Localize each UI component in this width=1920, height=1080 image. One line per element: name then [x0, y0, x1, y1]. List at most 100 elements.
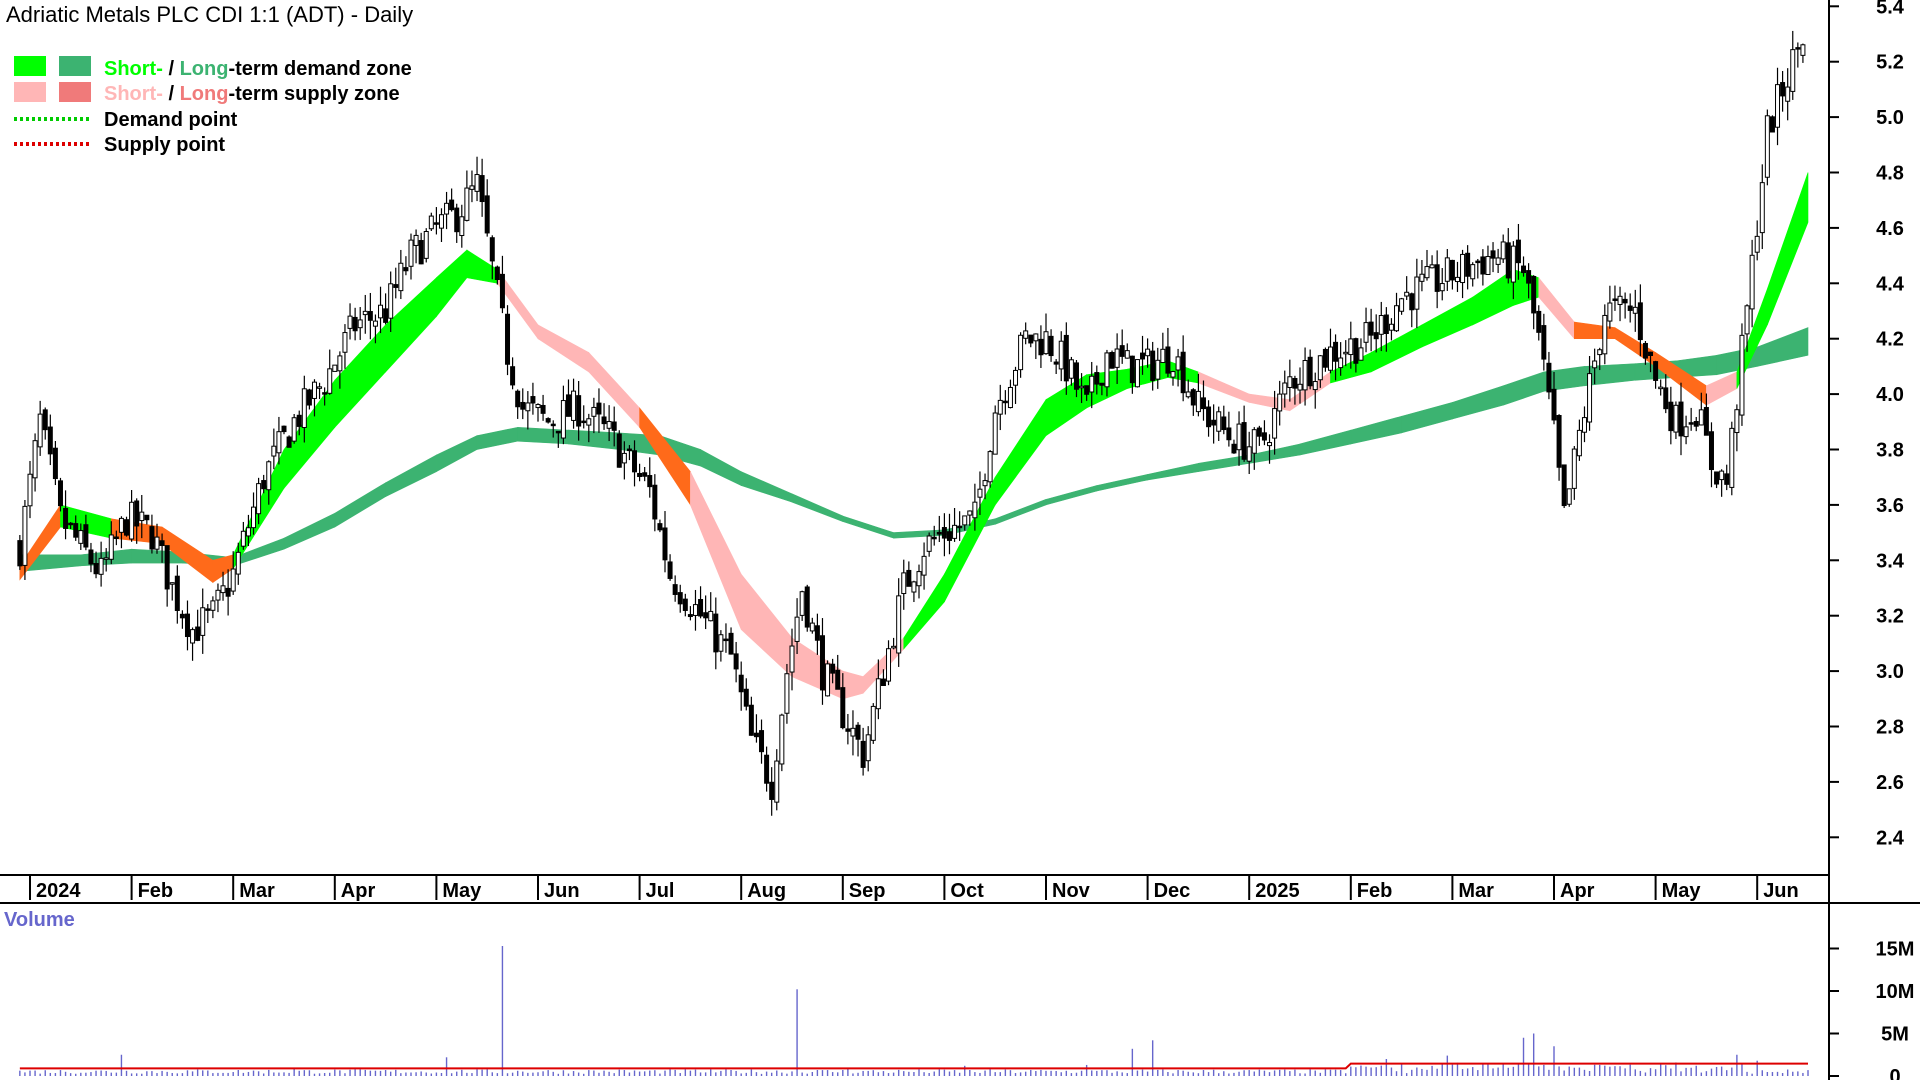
candle-body — [571, 390, 577, 421]
date-tick-label: Jun — [1763, 880, 1799, 902]
candle-body — [347, 315, 353, 329]
short-zone-segment — [334, 324, 386, 429]
short-zone-segment — [944, 477, 996, 602]
candle-body — [1084, 385, 1090, 395]
candle-body — [1231, 443, 1237, 454]
date-tick-label: Apr — [1560, 880, 1595, 902]
candle-body — [1724, 473, 1730, 485]
candle-body — [1287, 376, 1293, 388]
candle-body — [870, 705, 876, 741]
candle-body — [510, 366, 516, 386]
candle-body — [921, 555, 927, 576]
candle-body — [1521, 265, 1527, 274]
candle-body — [698, 599, 704, 617]
candle-body — [1480, 256, 1486, 275]
candle-body — [789, 645, 795, 673]
candle-body — [611, 421, 617, 431]
short-zone-segment — [1248, 393, 1291, 412]
candle-body — [1698, 409, 1704, 426]
candle-body — [1272, 408, 1278, 439]
candle-body — [1211, 419, 1217, 426]
candle-body — [1419, 273, 1425, 282]
long-term-zone-band — [19, 327, 1809, 572]
candle-body — [1119, 345, 1125, 357]
candle-body — [428, 215, 434, 230]
candle-body — [184, 613, 190, 638]
price-tick-label: 4.2 — [1876, 329, 1904, 351]
candle-body — [1673, 404, 1679, 433]
candle-body — [936, 531, 942, 535]
candle-body — [1089, 375, 1095, 393]
candle-body — [1165, 346, 1171, 374]
volume-axis-ticks: 15M 10M 5M 0 — [1829, 939, 1914, 1080]
candle-body — [1394, 305, 1400, 332]
candle-body — [1073, 362, 1079, 390]
legend-supply-zone: Short- / Long-term supply zone — [104, 83, 400, 105]
candle-body — [657, 523, 663, 531]
price-tick-label: 3.8 — [1876, 440, 1904, 462]
candle-body — [1424, 266, 1430, 279]
candle-body — [1739, 334, 1745, 416]
candle-body — [1013, 369, 1019, 386]
candle-body — [311, 381, 317, 399]
candle-body — [743, 688, 749, 707]
candle-body — [926, 535, 932, 552]
date-tick-label: Nov — [1052, 880, 1091, 902]
candle-body — [1302, 360, 1308, 391]
candle-body — [1668, 401, 1674, 432]
candle-body — [1261, 432, 1267, 441]
candle-body — [240, 530, 246, 547]
candle-body — [886, 648, 892, 682]
legend-demand-zone: Short- / Long-term demand zone — [104, 58, 412, 80]
candle-body — [637, 472, 643, 478]
candle-body — [190, 629, 196, 644]
candle-body — [1729, 427, 1735, 488]
candle-body — [626, 448, 632, 452]
candle-body — [1663, 387, 1669, 410]
candle-body — [1526, 270, 1532, 284]
candle-body — [814, 625, 820, 641]
candle-body — [489, 237, 495, 262]
short-zone-segment — [436, 249, 468, 318]
long-zone-segment — [1756, 327, 1809, 367]
candle-body — [235, 551, 241, 575]
candle-body — [342, 332, 348, 353]
candle-body — [1800, 44, 1806, 56]
candle-body — [1358, 347, 1364, 361]
price-tick-label: 3.4 — [1876, 550, 1905, 572]
candle-body — [1170, 371, 1176, 378]
candle-body — [952, 524, 958, 539]
candle-body — [799, 591, 805, 616]
candle-body — [911, 581, 917, 593]
candle-body — [1322, 348, 1328, 368]
long-zone-segment — [1350, 415, 1402, 445]
candle-body — [891, 645, 897, 649]
candle-body — [515, 390, 521, 408]
candle-body — [1053, 361, 1059, 365]
candle-body — [621, 452, 627, 464]
candle-body — [1688, 422, 1694, 425]
candle-body — [896, 595, 902, 654]
short-zone-segment — [1706, 371, 1738, 406]
candle-body — [764, 754, 770, 784]
candle-body — [1333, 341, 1339, 362]
price-candles — [17, 30, 1806, 816]
candle-body — [454, 207, 460, 233]
candle-body — [555, 430, 561, 434]
volume-tick-label: 15M — [1876, 939, 1915, 961]
candle-body — [1632, 306, 1638, 314]
candle-body — [875, 678, 881, 710]
candle-body — [1348, 338, 1354, 356]
long-zone-segment — [1045, 485, 1098, 506]
candle-body — [215, 589, 221, 601]
long-zone-segment — [283, 512, 336, 550]
candle-body — [1140, 352, 1146, 360]
candle-body — [1109, 352, 1115, 369]
candle-body — [327, 368, 333, 394]
short-zone-segment — [994, 398, 1047, 506]
candle-body — [1775, 84, 1781, 128]
candle-body — [1155, 359, 1161, 380]
long-zone-segment — [994, 498, 1047, 525]
candle-body — [1622, 298, 1628, 304]
candle-body — [1495, 257, 1501, 265]
